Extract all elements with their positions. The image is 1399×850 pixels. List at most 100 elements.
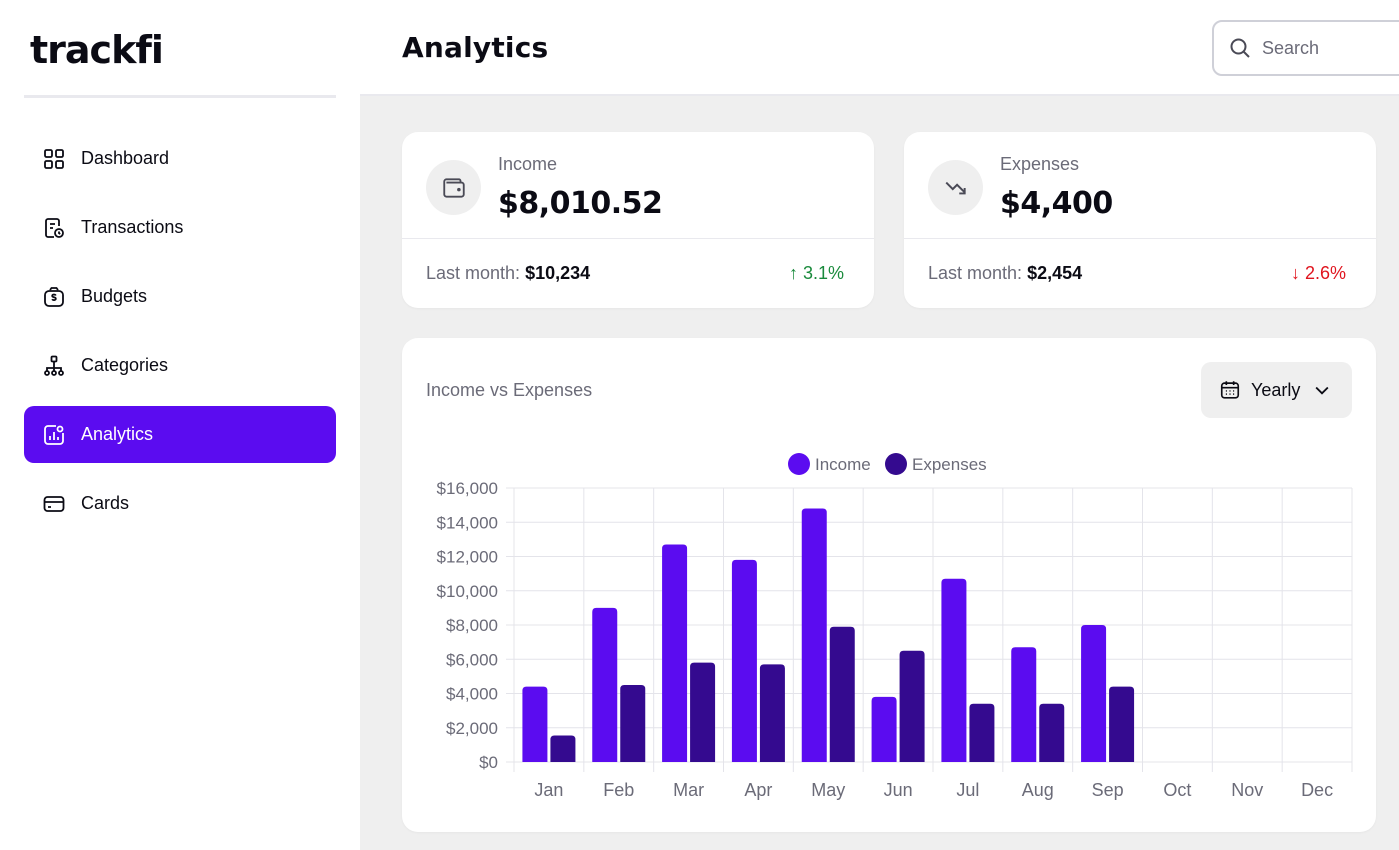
sidebar-divider <box>24 95 336 98</box>
last-month-label: Last month: <box>426 263 521 283</box>
credit-card-icon <box>42 492 66 516</box>
y-tick-label: $10,000 <box>437 582 498 601</box>
income-card-bottom: Last month: $10,234 ↑ 3.1% <box>402 239 874 307</box>
sidebar-nav: Dashboard Transactions B <box>24 130 336 544</box>
income-last-month: Last month: $10,234 <box>426 263 590 284</box>
bar-expenses-mar[interactable] <box>690 662 716 762</box>
sidebar-item-dashboard[interactable]: Dashboard <box>24 130 336 187</box>
income-vs-expenses-card: Income vs Expenses Yearly $0 $2,000 $4,000… <box>402 338 1376 832</box>
money-bag-icon <box>42 285 66 309</box>
income-card: Income $8,010.52 Last month: $10,234 ↑ 3… <box>402 132 874 308</box>
expenses-value: $4,400 <box>1000 186 1113 221</box>
calendar-icon <box>1219 379 1241 401</box>
top-header: Analytics <box>360 0 1399 96</box>
legend-swatch-expenses[interactable] <box>885 453 907 475</box>
search-input[interactable] <box>1262 37 1399 59</box>
expenses-change: ↓ 2.6% <box>1291 263 1346 284</box>
sidebar-item-label: Budgets <box>81 286 148 306</box>
y-tick-label: $4,000 <box>446 685 498 704</box>
x-tick-label: May <box>811 780 845 800</box>
y-tick-label: $0 <box>479 753 498 772</box>
income-card-top: Income $8,010.52 <box>402 132 874 239</box>
income-change-value: 3.1% <box>802 263 844 283</box>
bar-income-sep[interactable] <box>1081 625 1107 762</box>
chart-card-title: Income vs Expenses <box>426 380 593 400</box>
analytics-icon <box>42 423 66 447</box>
x-tick-label: Jan <box>534 780 563 800</box>
sidebar-item-label: Analytics <box>81 424 154 444</box>
bar-expenses-jun[interactable] <box>899 650 925 762</box>
hierarchy-icon <box>42 354 66 378</box>
bar-expenses-sep[interactable] <box>1109 686 1135 762</box>
x-tick-label: Jul <box>956 780 979 800</box>
x-tick-label: Jun <box>884 780 913 800</box>
chevron-down-icon <box>1312 380 1332 400</box>
x-tick-label: Feb <box>603 780 634 800</box>
x-tick-label: Mar <box>673 780 704 800</box>
search-icon <box>1228 36 1252 60</box>
period-select[interactable]: Yearly <box>1201 362 1352 418</box>
bar-expenses-jan[interactable] <box>550 735 576 762</box>
y-tick-label: $6,000 <box>446 650 498 669</box>
y-tick-label: $12,000 <box>437 548 498 567</box>
search-box[interactable] <box>1212 20 1399 76</box>
sidebar: trackfi Dashboard Tra <box>0 0 360 850</box>
bar-income-jun[interactable] <box>871 696 897 762</box>
bar-income-mar[interactable] <box>662 544 688 762</box>
main-content: Income $8,010.52 Last month: $10,234 ↑ 3… <box>360 96 1399 850</box>
bar-expenses-apr[interactable] <box>759 664 785 762</box>
sidebar-item-transactions[interactable]: Transactions <box>24 199 336 256</box>
income-label: Income <box>498 154 558 174</box>
last-month-value: $2,454 <box>1027 263 1083 283</box>
trend-down-icon <box>928 160 983 215</box>
x-tick-label: Aug <box>1022 780 1054 800</box>
y-tick-label: $2,000 <box>446 719 498 738</box>
sidebar-item-label: Dashboard <box>81 148 170 168</box>
expenses-label: Expenses <box>1000 154 1080 174</box>
bar-expenses-jul[interactable] <box>969 703 995 762</box>
arrow-up-icon: ↑ <box>788 263 798 283</box>
bar-income-aug[interactable] <box>1011 647 1037 762</box>
expenses-change-value: 2.6% <box>1304 263 1346 283</box>
period-select-value: Yearly <box>1251 379 1301 400</box>
expenses-card-bottom: Last month: $2,454 ↓ 2.6% <box>904 239 1376 307</box>
bar-income-jan[interactable] <box>522 686 548 762</box>
x-tick-label: Sep <box>1092 780 1124 800</box>
y-tick-label: $16,000 <box>437 479 498 498</box>
income-value: $8,010.52 <box>498 186 663 221</box>
wallet-icon <box>426 160 481 215</box>
y-tick-label: $14,000 <box>437 513 498 532</box>
bar-income-may[interactable] <box>801 508 827 762</box>
y-tick-label: $8,000 <box>446 616 498 635</box>
bar-expenses-may[interactable] <box>829 626 855 762</box>
page-title: Analytics <box>402 31 549 64</box>
bar-income-apr[interactable] <box>731 559 757 762</box>
bar-income-feb[interactable] <box>592 607 618 762</box>
sidebar-item-analytics[interactable]: Analytics <box>24 406 336 463</box>
app-logo[interactable]: trackfi <box>30 28 164 72</box>
receipt-clock-icon <box>42 216 66 240</box>
expenses-last-month: Last month: $2,454 <box>928 263 1082 284</box>
legend-swatch-income[interactable] <box>788 453 810 475</box>
x-tick-label: Apr <box>744 780 772 800</box>
bar-expenses-aug[interactable] <box>1039 703 1065 762</box>
arrow-down-icon: ↓ <box>1290 263 1300 283</box>
sidebar-item-label: Transactions <box>81 217 184 237</box>
sidebar-item-label: Cards <box>81 493 130 513</box>
sidebar-item-cards[interactable]: Cards <box>24 475 336 532</box>
expenses-card-top: Expenses $4,400 <box>904 132 1376 239</box>
income-change: ↑ 3.1% <box>789 263 844 284</box>
x-tick-label: Oct <box>1163 780 1191 800</box>
sidebar-item-categories[interactable]: Categories <box>24 337 336 394</box>
legend-label-income[interactable]: Income <box>815 455 871 474</box>
expenses-card: Expenses $4,400 Last month: $2,454 ↓ 2.6… <box>904 132 1376 308</box>
sidebar-item-label: Categories <box>81 355 169 375</box>
x-tick-label: Dec <box>1301 780 1333 800</box>
last-month-label: Last month: <box>928 263 1023 283</box>
sidebar-item-budgets[interactable]: Budgets <box>24 268 336 325</box>
last-month-value: $10,234 <box>525 263 591 283</box>
bar-expenses-feb[interactable] <box>620 684 646 762</box>
legend-label-expenses[interactable]: Expenses <box>912 455 987 474</box>
bar-income-jul[interactable] <box>941 578 967 762</box>
